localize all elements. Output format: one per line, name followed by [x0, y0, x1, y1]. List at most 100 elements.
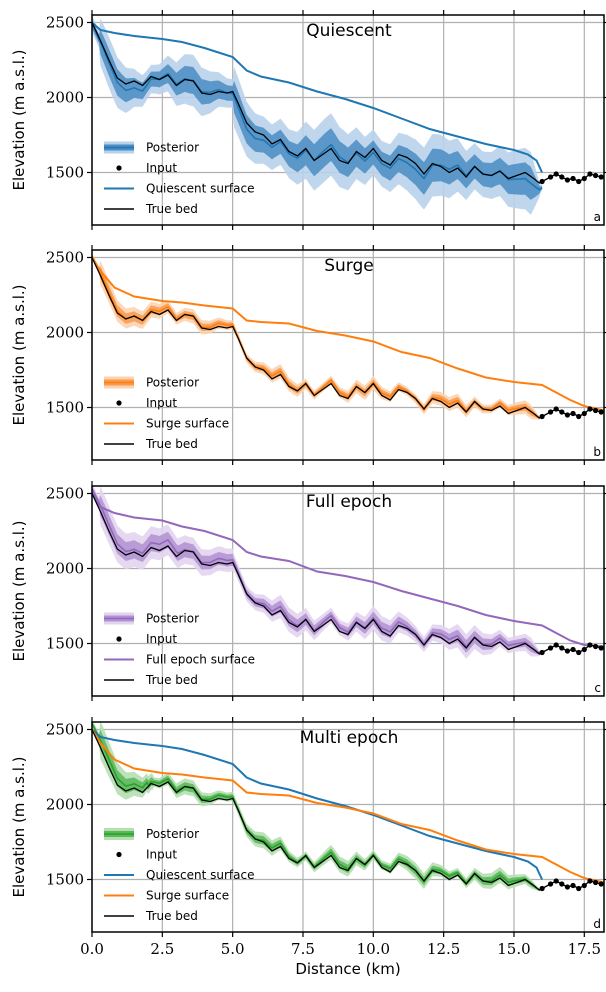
input-point	[570, 410, 576, 417]
input-point	[570, 882, 576, 889]
legend-item: Posterior	[104, 612, 199, 626]
legend-label: Posterior	[146, 827, 199, 841]
posterior-band-inner	[92, 722, 543, 891]
x-tick-label: 10.0	[357, 940, 390, 958]
y-tick-label: 1500	[46, 635, 84, 653]
input-point	[576, 413, 582, 420]
legend-swatch-input	[116, 851, 122, 858]
input-point	[553, 642, 559, 648]
plot-area	[92, 486, 604, 659]
legend-item: True bed	[104, 673, 198, 687]
legend-label: Input	[146, 161, 177, 175]
y-tick-label: 1500	[46, 399, 84, 417]
legend-item: True bed	[104, 202, 198, 216]
input-point	[553, 171, 559, 177]
x-axis-label: Distance (km)	[295, 960, 400, 978]
legend-item: Input	[116, 632, 177, 646]
input-point	[587, 878, 593, 884]
posterior-band-inner	[92, 486, 543, 655]
panel-letter: a	[594, 210, 601, 224]
legend-label: Surge surface	[146, 889, 229, 903]
input-point	[553, 878, 559, 884]
y-tick-label: 2500	[46, 249, 84, 267]
surface-line	[92, 728, 604, 884]
chart-panel-d: 0.0 2.5 5.0 7.5 10.0 12.5 15.0 17.5 1500 2000 2500…	[10, 717, 606, 978]
legend-item: Input	[116, 848, 177, 862]
legend-item: Surge surface	[104, 889, 229, 903]
true-bed-line	[92, 22, 543, 184]
input-point	[592, 172, 599, 179]
legend-swatch-input	[116, 165, 122, 171]
input-point	[553, 406, 559, 412]
true-bed-line	[92, 493, 543, 655]
input-point	[576, 885, 582, 892]
input-point	[587, 171, 593, 177]
surface-line	[92, 256, 604, 412]
x-tick-label: 12.5	[427, 940, 460, 958]
y-tick-label: 2500	[46, 14, 84, 32]
legend-label: Quiescent surface	[146, 182, 254, 196]
panel-letter: d	[593, 917, 601, 931]
input-point	[576, 649, 582, 656]
legend-label: Posterior	[146, 612, 199, 626]
input-point	[592, 879, 599, 886]
legend-label: True bed	[145, 909, 198, 923]
posterior-band-inner	[92, 19, 543, 200]
legend-label: True bed	[145, 437, 198, 451]
input-point	[564, 648, 571, 654]
legend-label: Posterior	[146, 376, 199, 390]
input-point	[559, 645, 565, 651]
y-tick-label: 2500	[46, 485, 84, 503]
input-point	[598, 881, 604, 887]
surface-line	[92, 492, 604, 648]
input-point	[581, 410, 587, 417]
panel-title: Multi epoch	[300, 728, 399, 748]
plot-area	[92, 15, 604, 215]
input-point	[539, 649, 545, 656]
y-axis-label: Elevation (m a.s.l.)	[10, 49, 28, 190]
input-point	[539, 178, 545, 185]
y-tick-label: 1500	[46, 164, 84, 182]
input-point	[564, 884, 571, 890]
true-bed-line	[92, 729, 543, 891]
surface-line	[92, 21, 544, 173]
legend-item: Posterior	[104, 141, 199, 155]
legend-swatch-input	[116, 636, 122, 642]
legend: Posterior Input Quiescent surface Surge sur…	[104, 827, 254, 923]
legend-item: Posterior	[104, 827, 199, 841]
legend-item: Input	[116, 396, 177, 410]
panel-title: Surge	[324, 256, 374, 276]
input-point	[592, 407, 599, 414]
x-tick-label: 7.5	[291, 940, 315, 958]
legend-label: True bed	[145, 202, 198, 216]
x-tick-label: 17.5	[568, 940, 601, 958]
y-tick-label: 2000	[46, 796, 84, 814]
input-point	[570, 175, 576, 182]
panel-title: Quiescent	[306, 21, 392, 41]
input-point	[559, 174, 565, 180]
legend-label: Input	[146, 848, 177, 862]
input-point	[559, 881, 565, 887]
legend-label: Input	[146, 632, 177, 646]
input-point	[547, 174, 554, 180]
surface-line	[92, 728, 544, 880]
panel-letter: c	[594, 681, 601, 695]
x-tick-label: 2.5	[150, 940, 174, 958]
true-bed-line	[92, 257, 543, 419]
input-point	[576, 178, 582, 185]
legend-item: Posterior	[104, 376, 199, 390]
input-point	[592, 643, 599, 650]
input-point	[581, 646, 587, 653]
input-point	[564, 177, 571, 183]
axes-frame	[91, 721, 605, 933]
y-tick-label: 2500	[46, 721, 84, 739]
legend-item: True bed	[104, 909, 198, 923]
input-point	[539, 413, 545, 420]
x-tick-label: 0.0	[80, 940, 104, 958]
chart-panel-b: 1500 2000 2500 Surge b Elevation (m a.s.l.) Po…	[10, 245, 606, 465]
legend-label: Full epoch surface	[146, 653, 255, 667]
posterior-mean-line	[92, 23, 543, 191]
legend-label: Posterior	[146, 141, 199, 155]
input-point	[547, 409, 554, 415]
input-point	[581, 882, 587, 889]
